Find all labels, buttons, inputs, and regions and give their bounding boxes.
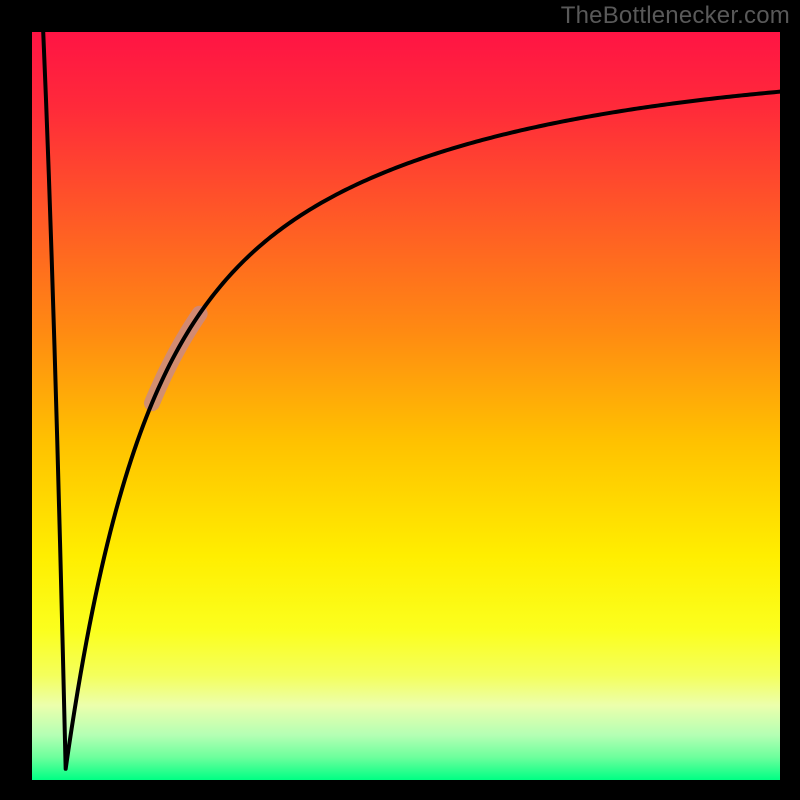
chart-canvas <box>0 0 800 800</box>
watermark-text: TheBottlenecker.com <box>561 2 790 30</box>
bottleneck-chart: TheBottlenecker.com <box>0 0 800 800</box>
